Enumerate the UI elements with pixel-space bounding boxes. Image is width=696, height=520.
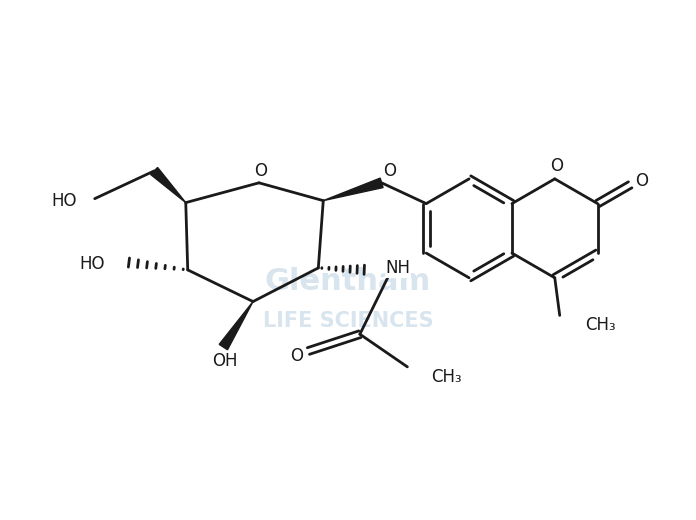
Text: HO: HO: [52, 192, 77, 210]
Text: O: O: [635, 172, 649, 190]
Text: O: O: [290, 347, 303, 365]
Text: HO: HO: [79, 255, 104, 273]
Text: LIFE SCIENCES: LIFE SCIENCES: [262, 311, 434, 331]
Text: O: O: [383, 162, 396, 180]
Text: O: O: [255, 162, 267, 180]
Polygon shape: [219, 302, 253, 350]
Polygon shape: [323, 178, 383, 201]
Text: O: O: [551, 157, 563, 175]
Polygon shape: [150, 167, 186, 203]
Text: OH: OH: [212, 352, 238, 370]
Text: CH₃: CH₃: [431, 368, 461, 386]
Text: CH₃: CH₃: [585, 316, 616, 334]
Text: Glentham: Glentham: [265, 267, 431, 296]
Text: NH: NH: [386, 259, 411, 277]
